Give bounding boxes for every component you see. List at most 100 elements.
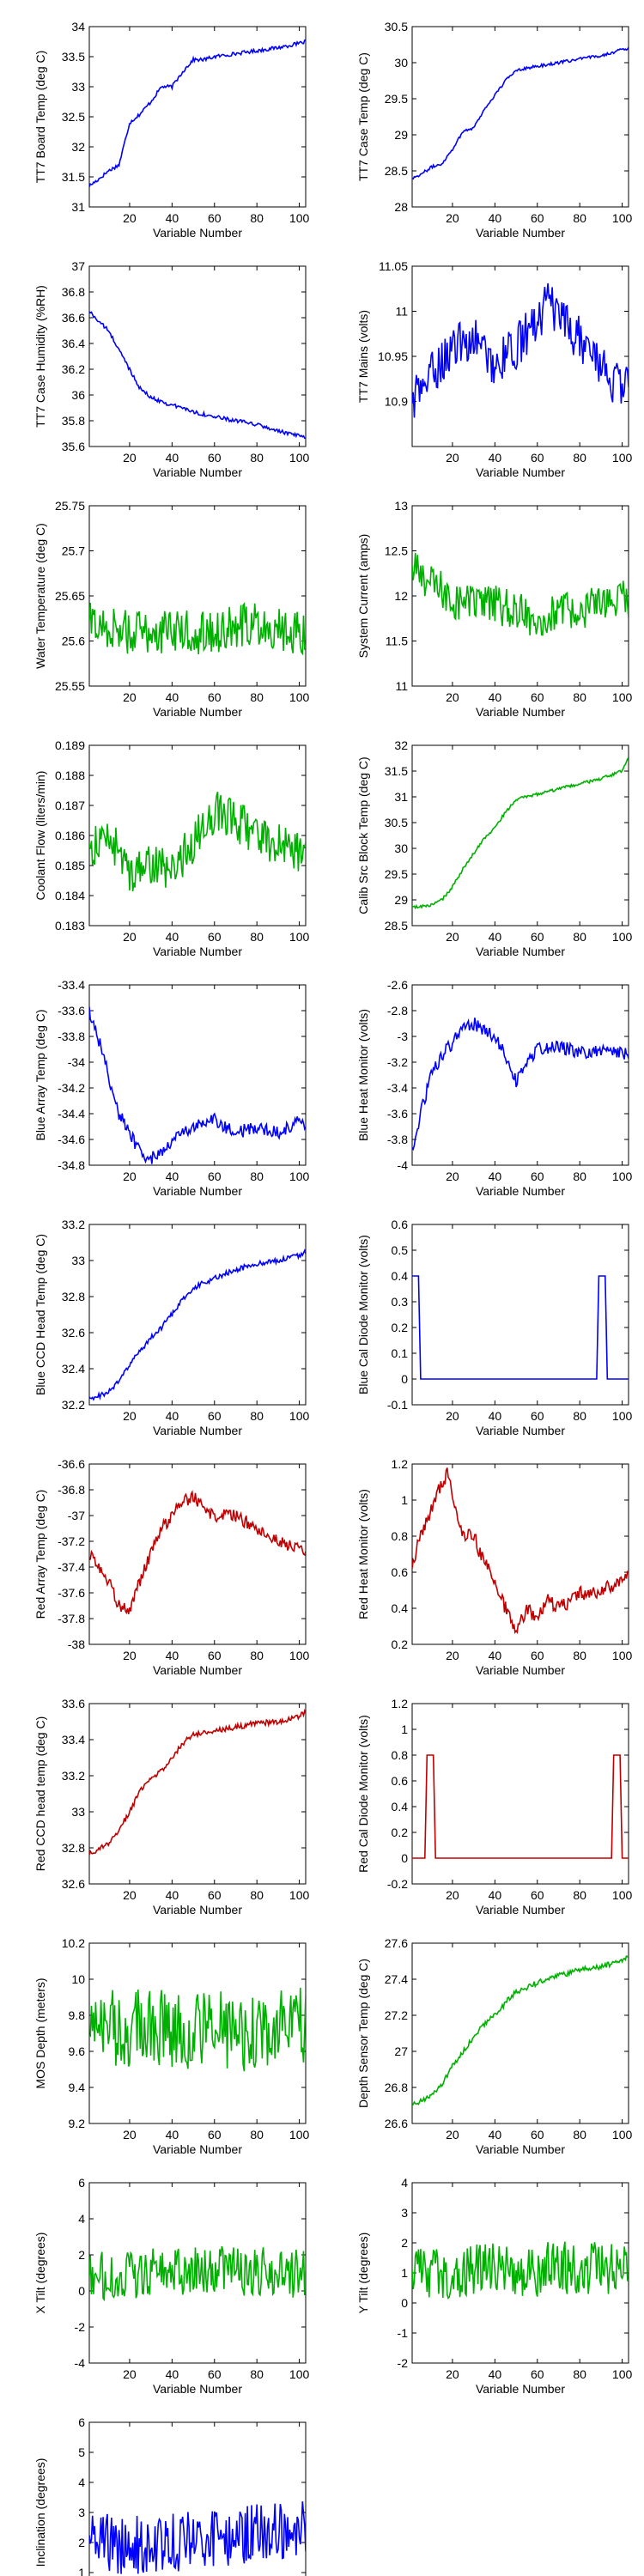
y-tick-label: 2 (78, 2536, 85, 2549)
y-tick-label: 0.4 (392, 1269, 409, 1283)
series-line (89, 791, 306, 892)
y-tick-label: 9.4 (69, 2081, 86, 2094)
y-tick-label: -0.2 (387, 1877, 408, 1891)
y-tick-label: 0.185 (55, 859, 85, 872)
y-tick-label: 1 (401, 1493, 408, 1507)
chart-panel-14: 0.2 0.4 0.6 0.8 1 1.2 20 40 60 80 100 Variable Numb… (356, 1457, 632, 1677)
y-tick-label: 30 (394, 56, 408, 70)
x-axis-label: Variable Number (153, 226, 242, 240)
y-tick-label: 30.5 (385, 20, 408, 33)
chart-panel-6: 11 11.5 12 12.5 13 20 40 60 80 100 Variable Number… (356, 499, 632, 719)
y-tick-label: 25.65 (55, 589, 85, 603)
x-tick-label: 100 (612, 211, 633, 225)
y-tick-label: 5 (78, 2445, 85, 2459)
y-tick-label: 1.2 (392, 1697, 409, 1710)
chart-panel-8: 28.5 29 29.5 30 30.5 31 31.5 32 20 40 60 80 100 Varia… (356, 738, 632, 958)
x-tick-label: 60 (531, 451, 544, 465)
y-tick-label: 3 (78, 2506, 85, 2519)
y-tick-label: 10 (71, 1972, 85, 1986)
x-tick-label: 20 (446, 211, 459, 225)
chart-panel-19: -4 -2 0 2 4 6 20 40 60 80 100 Variable Number X Tilt… (33, 2176, 309, 2396)
y-axis-label: TT7 Mains (volts) (356, 310, 370, 403)
x-axis-label: Variable Number (476, 2382, 565, 2396)
x-axis-label: Variable Number (476, 1903, 565, 1917)
y-tick-label: 0.1 (392, 1346, 409, 1360)
y-tick-label: -34.8 (58, 1158, 85, 1172)
y-tick-label: 26.6 (385, 2117, 408, 2130)
x-tick-label: 20 (446, 1888, 459, 1902)
x-tick-label: 80 (573, 1888, 586, 1902)
axes-frame (411, 1703, 629, 1885)
y-tick-label: -36.6 (58, 1457, 85, 1471)
series-line (412, 1954, 629, 2106)
x-tick-label: 60 (208, 1409, 222, 1423)
series-line (89, 39, 306, 187)
x-tick-label: 100 (289, 1170, 310, 1183)
y-tick-label: 0.5 (392, 1243, 409, 1257)
series-line (412, 756, 629, 910)
y-tick-label: 33 (71, 1254, 85, 1267)
x-tick-label: 60 (208, 1888, 222, 1902)
y-tick-label: -3.8 (387, 1133, 408, 1146)
x-tick-label: 20 (123, 690, 137, 704)
y-tick-label: 0.187 (55, 799, 85, 812)
y-tick-label: -37 (68, 1509, 85, 1522)
y-tick-label: 10.9 (385, 395, 408, 409)
y-tick-label: 31 (71, 200, 85, 214)
x-axis-label: Variable Number (476, 705, 565, 719)
y-tick-label: 35.6 (62, 440, 85, 453)
x-axis-label: Variable Number (153, 2142, 242, 2156)
x-tick-label: 60 (208, 211, 222, 225)
x-tick-label: 60 (208, 930, 222, 944)
y-axis-label: MOS Depth (meters) (33, 1978, 47, 2088)
x-tick-label: 80 (250, 930, 264, 944)
x-tick-label: 20 (446, 2128, 459, 2142)
y-axis-label: Red Array Temp (deg C) (33, 1490, 47, 1619)
y-axis-label: X Tilt (degrees) (33, 2233, 47, 2314)
y-axis-label: System Current (amps) (356, 534, 370, 659)
x-tick-label: 80 (250, 1888, 264, 1902)
series-line (89, 1249, 306, 1401)
x-tick-label: 40 (489, 690, 502, 704)
x-axis-label: Variable Number (153, 705, 242, 719)
y-tick-label: 32.5 (62, 110, 85, 124)
y-tick-label: 33.5 (62, 50, 85, 64)
y-tick-label: 4 (78, 2476, 85, 2489)
x-tick-label: 20 (123, 1409, 137, 1423)
y-tick-label: 12.5 (385, 544, 408, 558)
y-tick-label: 11.5 (386, 635, 408, 648)
y-tick-label: -3.2 (387, 1055, 408, 1069)
chart-panel-4: 10.9 10.95 11 11.05 20 40 60 80 100 Variable Numb… (356, 259, 632, 479)
axes-frame (411, 26, 629, 208)
y-tick-label: 27.4 (385, 1972, 408, 1986)
y-tick-label: 9.2 (69, 2117, 86, 2130)
x-tick-label: 20 (446, 451, 459, 465)
y-tick-label: 0.8 (392, 1529, 409, 1543)
x-tick-label: 80 (573, 451, 586, 465)
y-axis-label: Red CCD head temp (deg C) (33, 1716, 47, 1872)
x-tick-label: 100 (612, 1170, 633, 1183)
chart-panel-7: 0.183 0.184 0.185 0.186 0.187 0.188 0.189 20 40 6… (33, 738, 309, 958)
x-tick-label: 80 (250, 1170, 264, 1183)
x-tick-label: 20 (446, 1170, 459, 1183)
y-tick-label: 0 (401, 1372, 408, 1386)
y-tick-label: 1 (78, 2566, 85, 2576)
y-tick-label: 3 (401, 2206, 408, 2220)
series-line (412, 1754, 629, 1859)
y-tick-label: -2.6 (387, 978, 408, 992)
x-tick-label: 20 (446, 1409, 459, 1423)
chart-panel-9: -34.8 -34.6 -34.4 -34.2 -34 -33.8 -33.6 -33.4 20… (33, 978, 309, 1198)
x-tick-label: 80 (573, 930, 586, 944)
x-tick-label: 80 (573, 211, 586, 225)
series-line (412, 2241, 629, 2300)
x-tick-label: 40 (489, 2367, 502, 2381)
x-axis-label: Variable Number (153, 1184, 242, 1198)
x-axis-label: Variable Number (476, 1663, 565, 1677)
x-tick-label: 100 (289, 211, 310, 225)
y-tick-label: -4 (75, 2356, 86, 2370)
y-tick-label: 31.5 (62, 170, 85, 184)
y-tick-label: 6 (78, 2415, 85, 2429)
chart-panel-12: -0.1 0 0.1 0.2 0.3 0.4 0.5 0.6 20 40 60 80 100 Variab… (356, 1218, 632, 1437)
y-tick-label: 0.6 (392, 1565, 409, 1579)
series-line (89, 2245, 306, 2302)
